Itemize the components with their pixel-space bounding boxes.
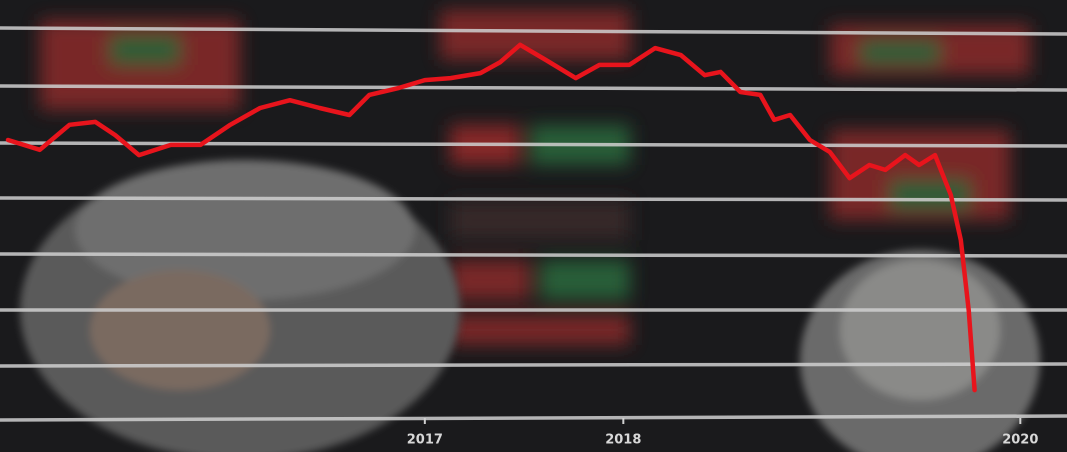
x-tick-label: 2018 [605,433,641,448]
x-tick-label: 2020 [1002,433,1038,448]
price-line [5,42,977,393]
x-tick-label: 2017 [407,433,443,448]
